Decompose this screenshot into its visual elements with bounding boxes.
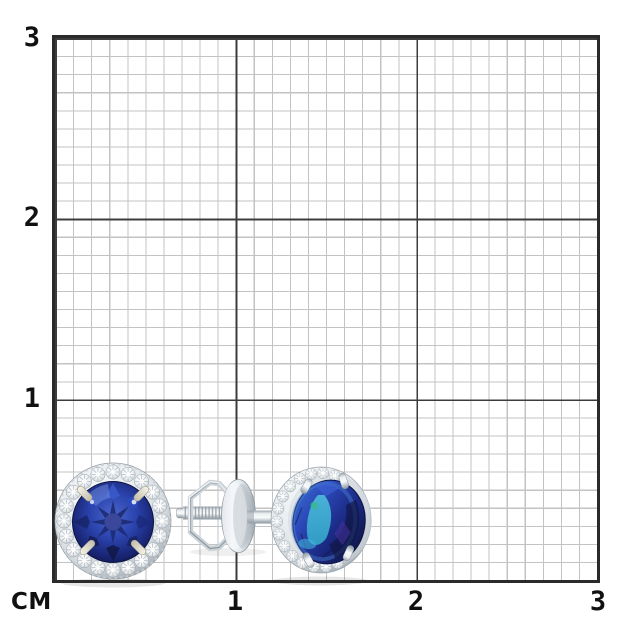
screw-back-clasp: [176, 479, 281, 553]
left-earring-front: [54, 462, 172, 580]
prongs-side: [300, 473, 355, 568]
y-axis-tick-1: 1: [23, 383, 40, 414]
x-axis-tick-3: 3: [589, 586, 607, 617]
sapphire-side: [290, 479, 366, 565]
shadows: [61, 548, 368, 588]
right-earring-side: [270, 466, 372, 574]
y-axis-tick-2: 2: [23, 202, 40, 233]
y-axis-tick-3: 3: [23, 22, 40, 53]
unit-label-cm: СМ: [11, 589, 52, 615]
prongs-front: [77, 486, 149, 556]
x-axis-tick-2: 2: [407, 586, 425, 617]
x-axis-tick-1: 1: [226, 586, 244, 617]
